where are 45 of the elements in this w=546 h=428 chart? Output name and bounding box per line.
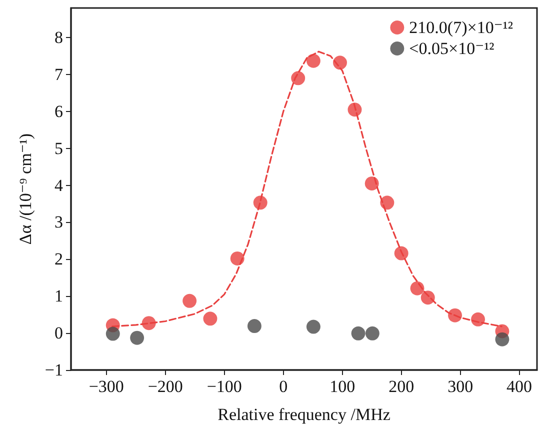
point (348, 102, 362, 117)
point (365, 326, 380, 340)
x-tick-label: 400 (506, 377, 532, 396)
point (253, 196, 268, 210)
point (306, 320, 320, 334)
point (182, 294, 197, 308)
x-tick-label: 0 (279, 377, 288, 396)
x-tick-label: 200 (388, 377, 414, 396)
point (351, 326, 366, 340)
x-tick-label: −100 (206, 377, 242, 396)
point (448, 308, 462, 322)
point (291, 71, 306, 86)
y-tick-label: −1 (44, 360, 63, 380)
y-tick-label: 2 (54, 250, 63, 269)
point (130, 330, 144, 345)
x-tick-label: 300 (448, 377, 474, 396)
point (332, 56, 347, 70)
y-tick-label: 5 (54, 138, 63, 158)
point (142, 316, 156, 330)
point (394, 246, 408, 260)
x-axis-title: Relative frequency /MHz (218, 405, 391, 424)
point (203, 312, 218, 326)
point (495, 332, 510, 346)
x-tick-label: −300 (88, 377, 124, 396)
y-axis-title: Δα /(10⁻⁹ cm⁻¹) (16, 133, 36, 245)
y-tick-label: 8 (54, 28, 63, 48)
point (420, 290, 435, 305)
point (247, 319, 262, 334)
point (230, 251, 244, 266)
y-tick-label: 4 (54, 176, 64, 195)
y-tick-label: 6 (54, 102, 63, 121)
point (306, 54, 320, 68)
point (380, 196, 394, 210)
point (410, 281, 424, 296)
x-tick-label: 100 (330, 377, 356, 396)
point (471, 312, 486, 326)
point (364, 176, 379, 190)
y-tick-label: 1 (54, 286, 63, 306)
point (106, 326, 120, 341)
y-tick-label: 0 (54, 324, 63, 343)
y-tick-label: 3 (54, 212, 63, 232)
x-tick-label: −200 (148, 377, 183, 396)
y-tick-label: 7 (54, 64, 64, 84)
legend-label: <0.05×10⁻¹² (409, 39, 494, 58)
legend-label: 210.0(7)×10⁻¹² (409, 18, 513, 37)
